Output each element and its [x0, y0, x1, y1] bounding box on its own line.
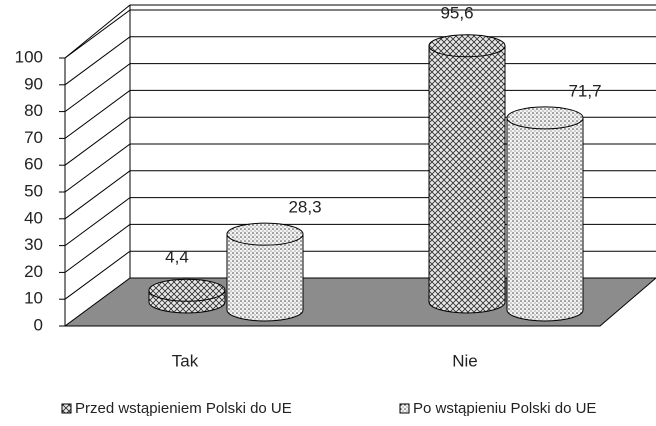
cylinder-top	[506, 106, 584, 130]
y-tick-label: 100	[15, 47, 43, 66]
y-tick-label: 70	[24, 128, 43, 147]
legend-swatch	[399, 403, 410, 414]
x-tick-label: Tak	[172, 351, 199, 370]
back-wall	[64, 4, 656, 59]
cylinder-top	[226, 222, 304, 246]
value-label: 95,6	[440, 3, 473, 22]
cylinder-top	[148, 278, 226, 302]
y-tick-label: 50	[24, 181, 43, 200]
legend-swatch	[61, 403, 72, 414]
y-tick-label: 10	[24, 289, 43, 308]
y-tick-label: 80	[24, 101, 43, 120]
value-label: 28,3	[288, 198, 321, 217]
y-tick-label: 30	[24, 235, 43, 254]
cylinder	[226, 233, 304, 322]
legend-label: Przed wstąpieniem Polski do UE	[75, 400, 292, 417]
cylinder	[506, 117, 584, 322]
legend-label: Po wstąpieniu Polski do UE	[413, 400, 596, 417]
y-tick-label: 40	[24, 208, 43, 227]
grid-line	[64, 63, 656, 113]
grid-line	[64, 9, 656, 59]
y-tick-label: 20	[24, 262, 43, 281]
value-label: 71,7	[568, 81, 601, 100]
y-tick-label: 90	[24, 74, 43, 93]
y-tick-label: 0	[34, 315, 43, 334]
y-tick-label: 60	[24, 155, 43, 174]
cylinder	[428, 45, 506, 314]
x-tick-label: Nie	[452, 351, 478, 370]
grid-line	[64, 36, 656, 86]
value-label: 4,4	[165, 248, 189, 267]
cylinder-top	[428, 34, 506, 58]
